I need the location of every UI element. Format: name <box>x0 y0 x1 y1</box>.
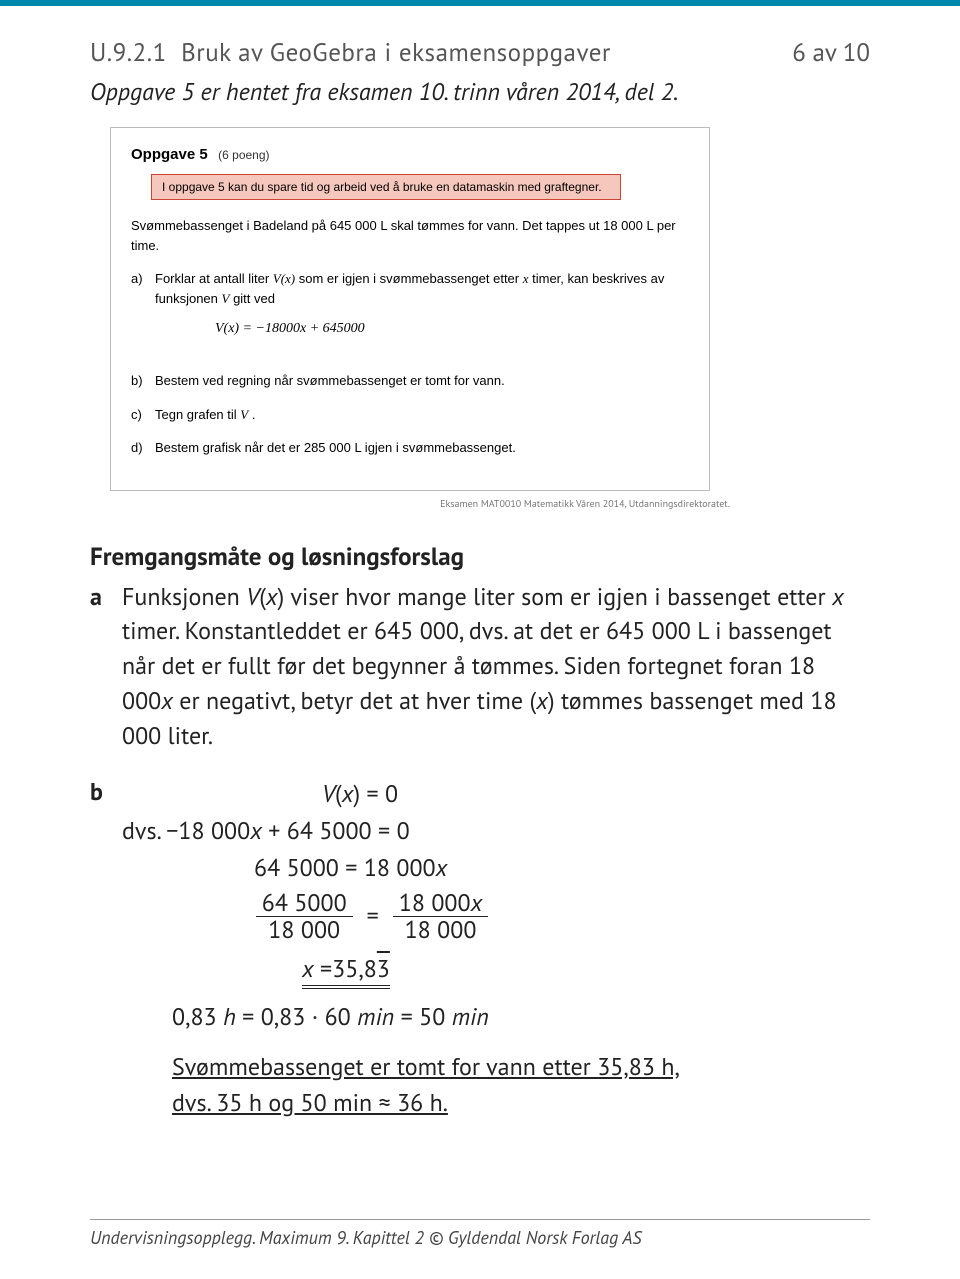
pre: dvs. −18 000 <box>122 815 250 846</box>
exam-item-list: a) Forklar at antall liter V(x) som er i… <box>131 269 689 458</box>
intro-text: Oppgave 5 er hentet fra eksamen 10. trin… <box>90 76 870 107</box>
hours-to-min: 0,83 h = 0,83 · 60 min = 50 min <box>172 1000 870 1035</box>
sol-a-content: Funksjonen V(x) viser hvor mange liter s… <box>122 580 870 754</box>
x: x <box>436 852 448 883</box>
x: x <box>536 685 548 716</box>
eq-line3: 64 5000 = 18 000x <box>254 851 870 886</box>
vx: V(x) <box>273 271 295 286</box>
exam-box-wrapper: Oppgave 5 (6 poeng) I oppgave 5 kan du s… <box>90 127 870 491</box>
po: ( <box>335 778 342 809</box>
numerator: 18 000x <box>393 890 488 917</box>
formula: V(x) = −18000x + 645000 <box>215 318 689 339</box>
t1: 0,83 <box>172 1001 223 1032</box>
x: x <box>832 581 844 612</box>
t: 64 5000 = 18 000 <box>254 852 436 883</box>
exam-title-row: Oppgave 5 (6 poeng) <box>131 146 689 164</box>
t2: = 0,83 · 60 <box>236 1001 357 1032</box>
v: V <box>322 778 335 809</box>
section-number: U.9.2.1 <box>90 36 167 68</box>
section-heading: U.9.2.1 Bruk av GeoGebra i eksamensoppga… <box>90 36 611 68</box>
item-letter: a) <box>131 269 155 357</box>
solution-item-a: a Funksjonen V(x) viser hvor mange liter… <box>90 580 870 754</box>
exam-item-a: a) Forklar at antall liter V(x) som er i… <box>131 269 689 357</box>
sol-b-content: V(x) = 0 dvs. −18 000x + 64 5000 = 0 64 … <box>122 775 870 1121</box>
notice-box: I oppgave 5 kan du spare tid og arbeid v… <box>151 174 621 200</box>
exam-points: (6 poeng) <box>218 148 269 162</box>
item-a-content: Forklar at antall liter V(x) som er igje… <box>155 269 689 357</box>
min: min <box>452 1001 489 1032</box>
denominator: 18 000 <box>262 917 346 943</box>
fraction-left: 64 5000 18 000 <box>256 890 353 944</box>
page-counter: 6 av 10 <box>792 36 870 68</box>
solution-item-b: b V(x) = 0 dvs. −18 000x + 64 5000 = 0 6… <box>90 775 870 1121</box>
fraction-row: 64 5000 18 000 = 18 000x 18 000 <box>212 890 532 944</box>
page-content: U.9.2.1 Bruk av GeoGebra i eksamensoppga… <box>0 6 960 1121</box>
x: x <box>266 581 278 612</box>
repeating: 3 <box>377 953 390 984</box>
page-footer: Undervisningsopplegg. Maximum 9. Kapitte… <box>90 1219 870 1249</box>
item-letter: d) <box>131 438 155 458</box>
sol-letter-a: a <box>90 580 122 754</box>
eq: =35,8 <box>314 953 377 984</box>
numerator: 64 5000 <box>256 890 353 917</box>
x: x <box>161 685 173 716</box>
c1: Svømmebassenget er tomt for vann etter 3… <box>172 1051 680 1082</box>
c2: dvs. 35 h og 50 min ≈ 36 h. <box>172 1087 448 1118</box>
v: V <box>246 581 259 612</box>
section-title: Bruk av GeoGebra i eksamensoppgaver <box>181 36 611 68</box>
h: h <box>223 1001 236 1032</box>
conclusion: Svømmebassenget er tomt for vann etter 3… <box>172 1049 870 1121</box>
double-underline: x =35,83 <box>302 953 390 989</box>
result-x: x =35,83 <box>302 952 870 987</box>
exam-item-b: b) Bestem ved regning når svømmebassenge… <box>131 371 689 391</box>
page-header: U.9.2.1 Bruk av GeoGebra i eksamensoppga… <box>90 36 870 68</box>
t: Funksjonen <box>122 581 246 612</box>
solution-heading: Fremgangsmåte og løsningsforslag <box>90 540 870 572</box>
t3: = 50 <box>394 1001 452 1032</box>
x: x <box>471 887 483 918</box>
x: x <box>250 815 262 846</box>
equals: = <box>367 899 379 934</box>
exam-item-d: d) Bestem grafisk når det er 285 000 L i… <box>131 438 689 458</box>
eq-vx-0: V(x) = 0 <box>322 777 870 812</box>
exam-item-c: c) Tegn grafen til V . <box>131 405 689 425</box>
item-letter: c) <box>131 405 155 425</box>
item-c-content: Tegn grafen til V . <box>155 405 689 425</box>
denominator: 18 000 <box>399 917 483 943</box>
exam-box: Oppgave 5 (6 poeng) I oppgave 5 kan du s… <box>110 127 710 491</box>
exam-paragraph: Svømmebassenget i Badeland på 645 000 L … <box>131 216 689 255</box>
rest: ) = 0 <box>353 778 398 809</box>
text: Forklar at antall liter <box>155 271 273 286</box>
eq-line2: dvs. −18 000x + 64 5000 = 0 <box>122 814 870 849</box>
t: er negativt, betyr det at hver time ( <box>173 685 536 716</box>
n1: 18 000 <box>399 887 471 918</box>
min: min <box>357 1001 394 1032</box>
text: Tegn grafen til <box>155 407 240 422</box>
text: gitt ved <box>229 291 275 306</box>
item-letter: b) <box>131 371 155 391</box>
exam-source: Eksamen MAT0010 Matematikk Våren 2014, U… <box>110 497 730 510</box>
text: som er igjen i svømmebassenget etter <box>295 271 523 286</box>
x: x <box>302 953 314 984</box>
po: ( <box>259 581 266 612</box>
sol-letter-b: b <box>90 775 122 1121</box>
text: . <box>248 407 255 422</box>
fraction-right: 18 000x 18 000 <box>393 890 488 944</box>
x: x <box>342 778 354 809</box>
item-b-content: Bestem ved regning når svømmebassenget e… <box>155 371 689 391</box>
exam-title: Oppgave 5 <box>131 146 208 163</box>
item-d-content: Bestem grafisk når det er 285 000 L igje… <box>155 438 689 458</box>
t: viser hvor mange liter som er igjen i ba… <box>284 581 832 612</box>
post: + 64 5000 = 0 <box>262 815 410 846</box>
